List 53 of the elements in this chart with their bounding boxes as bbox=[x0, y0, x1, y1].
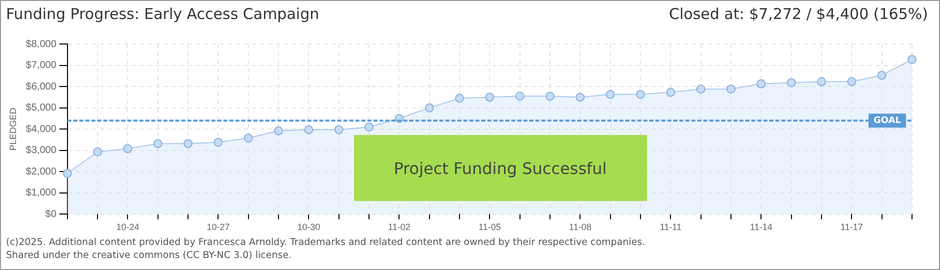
x-tick-label: 11-11 bbox=[660, 222, 682, 232]
point bbox=[817, 77, 826, 86]
point bbox=[908, 54, 916, 64]
point bbox=[546, 92, 555, 101]
point bbox=[606, 90, 615, 99]
point bbox=[184, 139, 193, 148]
point bbox=[756, 79, 766, 88]
ref-line-label: GOAL bbox=[874, 116, 902, 126]
point bbox=[424, 103, 434, 112]
y-tick-label: $7,000 bbox=[26, 60, 57, 72]
y-axis-title: PLEDGED bbox=[8, 107, 18, 151]
y-tick-label: $5,000 bbox=[26, 102, 57, 114]
point bbox=[62, 168, 72, 178]
point bbox=[636, 90, 646, 99]
point bbox=[274, 126, 284, 136]
x-tick-label: 10-27 bbox=[206, 222, 230, 232]
x-tick-label: 11-08 bbox=[569, 222, 592, 232]
banner: Project Funding Successful bbox=[354, 135, 647, 202]
x-tick-label: 10-30 bbox=[297, 222, 320, 232]
y-tick-label: $6,000 bbox=[26, 81, 57, 92]
x-tick-label: 11-02 bbox=[388, 222, 410, 232]
x-tick-label: 11-17 bbox=[840, 222, 863, 232]
point bbox=[877, 70, 886, 80]
chart-title: Funding Progress: Early Access Campaign bbox=[6, 5, 320, 23]
y-tick-label: $4,000 bbox=[26, 124, 57, 135]
text: (c)2025. Additional content provided by Francesca Arnoldy. Trademarks and related content are owned by their respective companies. bbox=[6, 236, 646, 249]
point bbox=[93, 147, 102, 156]
point bbox=[455, 94, 464, 103]
point bbox=[485, 92, 494, 102]
text: Shared under the creative commons (CC BY-NC 3.0) license. bbox=[6, 249, 293, 262]
x-tick-label: 10-24 bbox=[116, 222, 140, 232]
x-tick-label: 11-14 bbox=[750, 222, 772, 232]
point bbox=[726, 84, 736, 94]
y-tick-label: $8,000 bbox=[26, 38, 57, 50]
point bbox=[214, 138, 223, 147]
point bbox=[515, 92, 524, 101]
point bbox=[576, 92, 585, 102]
point bbox=[364, 122, 374, 132]
x-tick-label: 11-05 bbox=[478, 222, 501, 232]
point bbox=[786, 78, 796, 88]
y-tick-label: $3,000 bbox=[26, 145, 57, 156]
y-tick-label: $2,000 bbox=[26, 166, 57, 178]
point bbox=[123, 144, 132, 154]
chart-subtitle: Closed at: $7,272 / $4,400 (165%) bbox=[669, 5, 928, 23]
point bbox=[304, 125, 314, 134]
y-tick-label: $1,000 bbox=[26, 188, 57, 199]
point bbox=[847, 77, 856, 86]
point bbox=[696, 84, 706, 94]
y-tick-label: $0 bbox=[45, 208, 57, 220]
point bbox=[153, 139, 162, 148]
point bbox=[666, 88, 676, 97]
point bbox=[244, 134, 253, 143]
point bbox=[334, 125, 344, 134]
